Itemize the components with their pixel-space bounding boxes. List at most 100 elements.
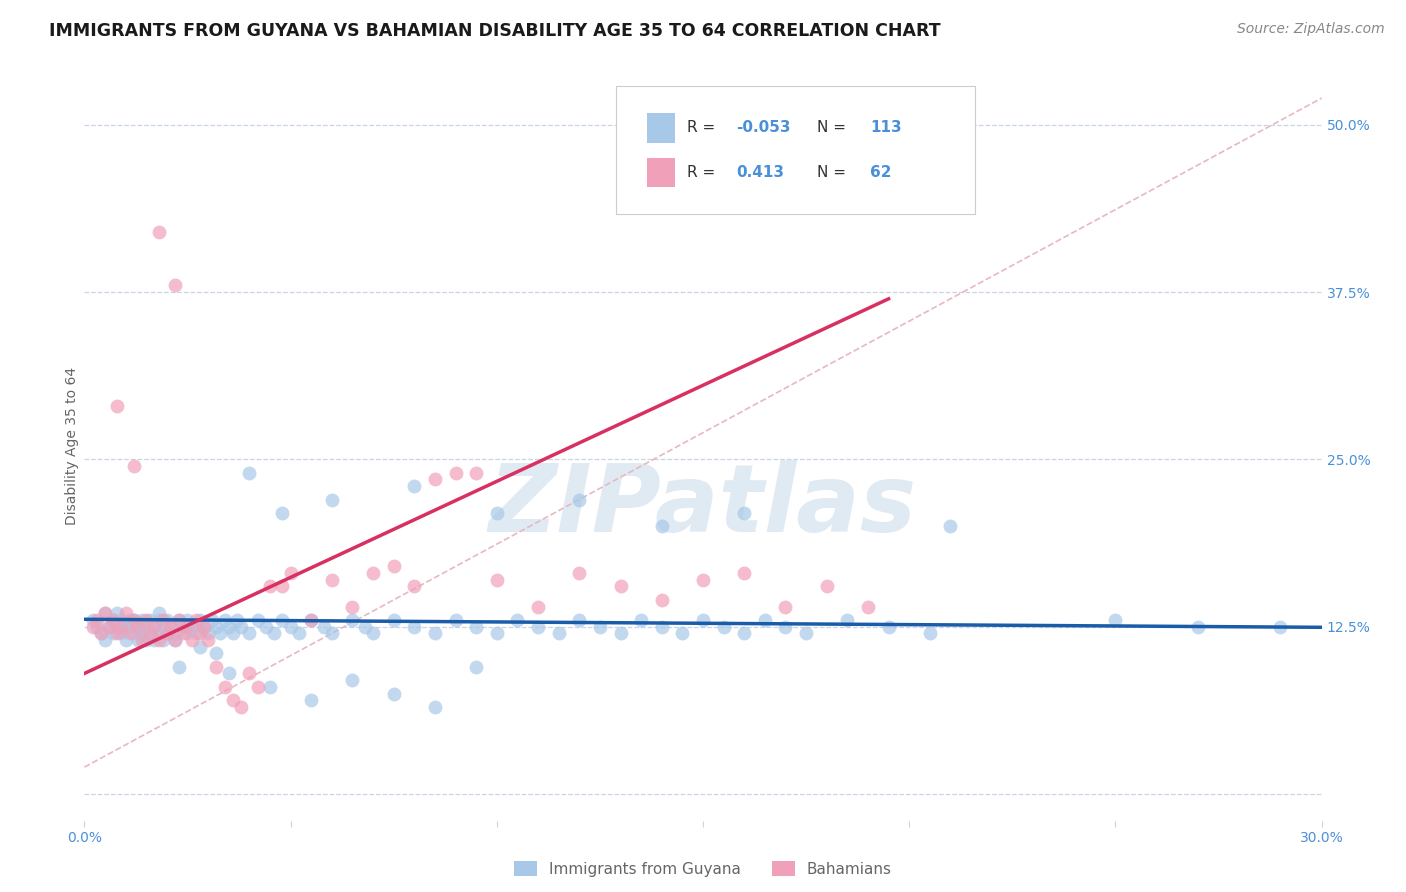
Point [815,580,838,594]
Point [103,626,125,640]
Point [651,519,673,533]
Point [122,613,145,627]
Point [288,626,311,640]
Point [118,626,141,640]
Point [148,607,170,621]
Point [856,599,879,614]
Point [238,666,260,681]
Point [135,633,157,648]
Point [361,626,384,640]
Point [156,626,179,640]
Point [172,626,194,640]
Point [299,693,322,707]
Text: N =: N = [817,165,851,180]
Point [152,620,174,634]
Point [201,613,224,627]
Point [651,593,673,607]
Point [152,633,174,648]
Point [404,580,426,594]
Point [114,620,136,634]
Point [299,613,322,627]
Point [382,613,405,627]
Point [103,613,125,627]
Point [94,607,117,621]
Point [671,626,693,640]
Text: ZIPatlas: ZIPatlas [489,460,917,552]
Point [118,620,141,634]
Point [609,626,631,640]
Point [156,613,179,627]
Point [630,613,652,627]
Point [193,620,215,634]
Point [259,680,281,694]
Point [837,613,859,627]
Point [754,613,776,627]
Point [139,613,162,627]
Point [184,626,207,640]
Point [877,620,900,634]
Point [122,626,145,640]
Point [209,626,232,640]
Point [423,473,446,487]
Point [176,613,198,627]
Point [176,626,198,640]
Point [160,620,183,634]
Point [94,633,117,648]
Point [143,620,166,634]
Point [197,633,219,648]
Point [263,626,285,640]
Point [342,613,364,627]
Point [86,620,108,634]
Point [98,620,121,634]
Point [172,620,194,634]
Point [148,633,170,648]
Point [465,660,488,674]
Text: -0.053: -0.053 [737,120,792,135]
Point [609,580,631,594]
Point [527,599,550,614]
Point [176,620,198,634]
Point [444,613,467,627]
Point [229,699,252,714]
Point [280,620,302,634]
Point [105,607,128,621]
Point [110,620,132,634]
Point [342,599,364,614]
Point [222,693,245,707]
Point [226,613,249,627]
Point [246,680,269,694]
Point [651,620,673,634]
FancyBboxPatch shape [647,112,675,143]
Text: IMMIGRANTS FROM GUYANA VS BAHAMIAN DISABILITY AGE 35 TO 64 CORRELATION CHART: IMMIGRANTS FROM GUYANA VS BAHAMIAN DISAB… [49,22,941,40]
Point [160,620,183,634]
Point [105,626,128,640]
Point [143,620,166,634]
Point [1187,620,1209,634]
Legend: Immigrants from Guyana, Bahamians: Immigrants from Guyana, Bahamians [515,861,891,877]
Point [222,626,245,640]
Point [506,613,529,627]
Text: N =: N = [817,120,851,135]
Point [148,626,170,640]
Point [131,613,153,627]
Point [165,626,187,640]
FancyBboxPatch shape [616,87,976,214]
Point [342,673,364,688]
Point [271,580,294,594]
Point [205,660,228,674]
Point [939,519,962,533]
Point [214,680,236,694]
Point [180,620,202,634]
Y-axis label: Disability Age 35 to 64: Disability Age 35 to 64 [65,367,79,525]
Point [444,466,467,480]
Point [114,607,136,621]
Point [733,506,755,520]
Point [382,687,405,701]
Point [485,506,508,520]
Point [485,573,508,587]
Point [465,620,488,634]
Point [156,626,179,640]
Point [118,613,141,627]
Point [165,278,187,293]
Point [1104,613,1126,627]
